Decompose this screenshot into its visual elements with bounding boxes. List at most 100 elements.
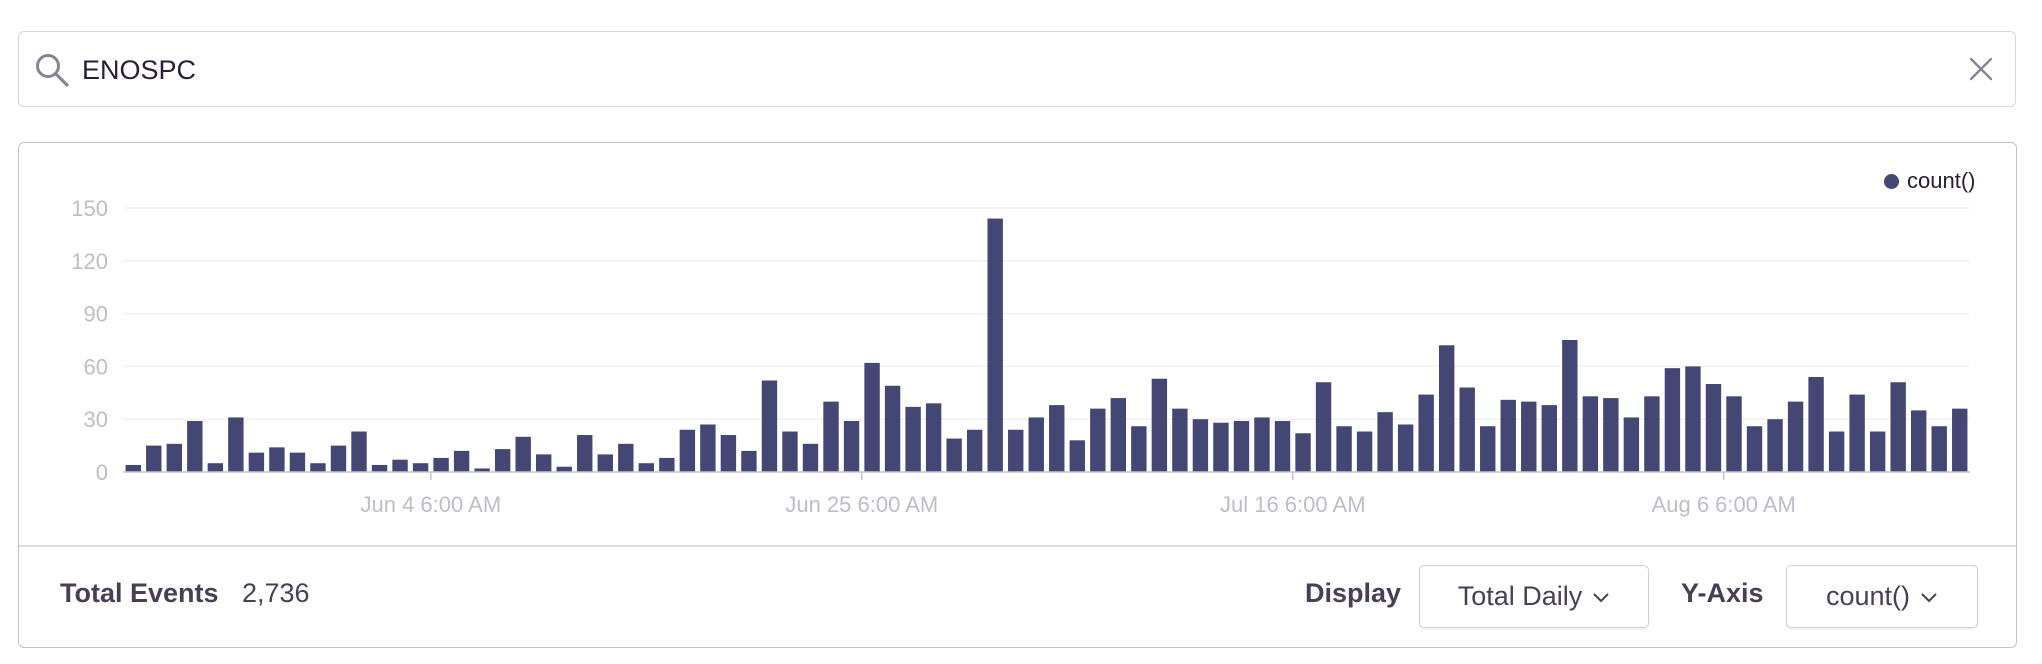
bar bbox=[700, 424, 716, 472]
x-tick-label: Jul 16 6:00 AM bbox=[1220, 492, 1366, 517]
bar bbox=[248, 452, 265, 472]
bar bbox=[1952, 408, 1968, 472]
bar bbox=[1705, 384, 1722, 472]
bar bbox=[1151, 378, 1168, 472]
bar bbox=[207, 463, 224, 472]
bar bbox=[1295, 433, 1311, 472]
bar bbox=[618, 443, 634, 472]
bar bbox=[1685, 366, 1701, 472]
display-dropdown[interactable]: Total Daily bbox=[1419, 565, 1649, 628]
y-tick-label: 120 bbox=[71, 249, 108, 274]
bar bbox=[146, 445, 162, 472]
bar bbox=[515, 436, 531, 472]
bar bbox=[1356, 431, 1373, 472]
bar bbox=[433, 457, 449, 472]
bar bbox=[1172, 408, 1188, 472]
bar bbox=[1480, 426, 1496, 472]
bar bbox=[1767, 419, 1783, 472]
bar bbox=[1213, 422, 1229, 472]
legend-label: count() bbox=[1907, 168, 1976, 193]
bar bbox=[392, 459, 408, 472]
chevron-down-icon bbox=[1593, 592, 1609, 602]
bar bbox=[638, 463, 655, 472]
bar bbox=[1049, 405, 1065, 472]
bar bbox=[1192, 419, 1209, 472]
panel-divider bbox=[19, 545, 2016, 547]
events-bar-chart: 0 30 60 90 120 150 Jun 4 6:00 AM Jun 25 6:00 AM… bbox=[71, 196, 1970, 517]
bar bbox=[1582, 396, 1599, 472]
yaxis-label: Y-Axis bbox=[1681, 578, 1764, 608]
yaxis-dropdown-value: count() bbox=[1825, 581, 1911, 611]
bar bbox=[782, 431, 798, 472]
bar bbox=[1521, 401, 1537, 472]
bar bbox=[1418, 394, 1434, 472]
x-tick-label: Jun 4 6:00 AM bbox=[361, 492, 502, 517]
y-tick-label: 0 bbox=[96, 460, 108, 485]
bar bbox=[1623, 417, 1640, 472]
bar bbox=[1069, 440, 1085, 472]
bar bbox=[371, 464, 388, 472]
bar bbox=[1254, 417, 1270, 472]
bar bbox=[1500, 399, 1516, 472]
y-tick-label: 90 bbox=[84, 302, 108, 327]
bar bbox=[474, 468, 490, 472]
bar bbox=[228, 417, 244, 472]
bar bbox=[1110, 398, 1127, 472]
bar bbox=[536, 454, 552, 472]
bar bbox=[1541, 405, 1557, 472]
bar bbox=[577, 435, 593, 472]
bar bbox=[1028, 417, 1044, 472]
bar bbox=[823, 401, 839, 472]
bar bbox=[761, 380, 778, 472]
bar bbox=[166, 443, 183, 472]
bar bbox=[1869, 431, 1886, 472]
bar bbox=[987, 218, 1003, 472]
bar bbox=[269, 447, 285, 472]
bar bbox=[1644, 396, 1660, 472]
bar bbox=[1459, 387, 1475, 472]
bar bbox=[1233, 420, 1250, 472]
bar bbox=[412, 463, 429, 472]
x-tick-label: Aug 6 6:00 AM bbox=[1652, 492, 1796, 517]
bar bbox=[351, 431, 367, 472]
x-tick-label: Jun 25 6:00 AM bbox=[785, 492, 938, 517]
bar bbox=[720, 435, 737, 472]
bar bbox=[1562, 340, 1578, 472]
search-input[interactable] bbox=[82, 50, 1882, 90]
bar bbox=[741, 450, 757, 472]
bar bbox=[1336, 426, 1352, 472]
bar bbox=[1315, 382, 1332, 472]
y-tick-label: 30 bbox=[84, 407, 108, 432]
bar bbox=[884, 385, 901, 472]
total-events-value: 2,736 bbox=[242, 578, 310, 608]
bar bbox=[802, 443, 819, 472]
yaxis-dropdown[interactable]: count() bbox=[1786, 565, 1978, 628]
bar bbox=[1828, 431, 1845, 472]
bar bbox=[1397, 424, 1414, 472]
bar bbox=[1274, 420, 1291, 472]
bar bbox=[659, 457, 675, 472]
bar bbox=[1090, 408, 1106, 472]
bar bbox=[843, 420, 860, 472]
bar bbox=[1910, 410, 1927, 472]
bar bbox=[1787, 401, 1804, 472]
search-icon bbox=[36, 54, 69, 87]
total-events-label: Total Events bbox=[60, 578, 219, 608]
bar bbox=[1849, 394, 1865, 472]
bar bbox=[1008, 429, 1024, 472]
bar bbox=[1890, 382, 1906, 472]
legend-marker bbox=[1884, 173, 1899, 189]
bar bbox=[679, 429, 696, 472]
bar bbox=[925, 403, 942, 472]
bar bbox=[905, 406, 921, 472]
bar bbox=[1931, 426, 1947, 472]
bar bbox=[966, 429, 983, 472]
display-label: Display bbox=[1305, 578, 1402, 608]
bar bbox=[1131, 426, 1147, 472]
bar bbox=[1603, 398, 1619, 472]
bar bbox=[1808, 376, 1824, 472]
bar bbox=[1377, 412, 1393, 472]
bar bbox=[1746, 426, 1763, 472]
bar bbox=[187, 420, 203, 472]
close-icon[interactable] bbox=[1968, 56, 1994, 82]
